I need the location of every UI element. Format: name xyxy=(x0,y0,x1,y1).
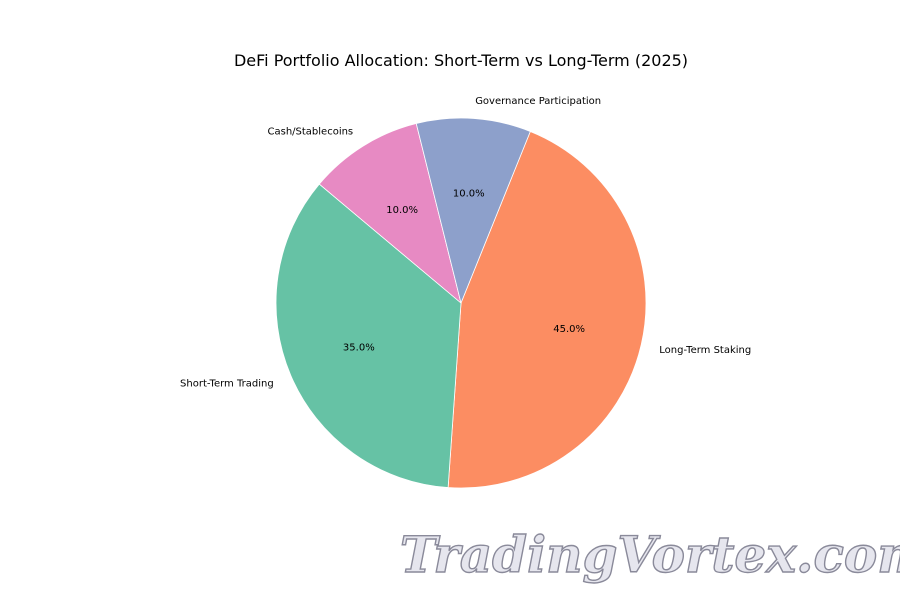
pie-slice-short-term-trading xyxy=(275,183,462,488)
pie-category-label: Short-Term Trading xyxy=(180,379,274,390)
pie-pct-label: 45.0% xyxy=(553,324,585,335)
pie-slices xyxy=(275,117,647,489)
pie-category-label: Long-Term Staking xyxy=(659,345,751,356)
pie-category-label: Governance Participation xyxy=(475,96,601,107)
pie-category-label: Cash/Stablecoins xyxy=(268,126,354,137)
pie-pct-label: 10.0% xyxy=(386,205,418,216)
watermark-logo: TradingVortex.com xyxy=(400,525,900,584)
pie-labels: 45.0% Long-Term Staking 35.0% Short-Term Tr… xyxy=(180,96,751,390)
pie-slice-governance-participation xyxy=(415,117,531,305)
chart-title: DeFi Portfolio Allocation: Short-Term vs… xyxy=(234,51,688,70)
pie-pct-label: 10.0% xyxy=(453,188,485,199)
pie-pct-label: 35.0% xyxy=(343,342,375,353)
pie-slice-long-term-staking xyxy=(447,130,647,489)
pie-slice-cash-stablecoins xyxy=(318,123,462,305)
